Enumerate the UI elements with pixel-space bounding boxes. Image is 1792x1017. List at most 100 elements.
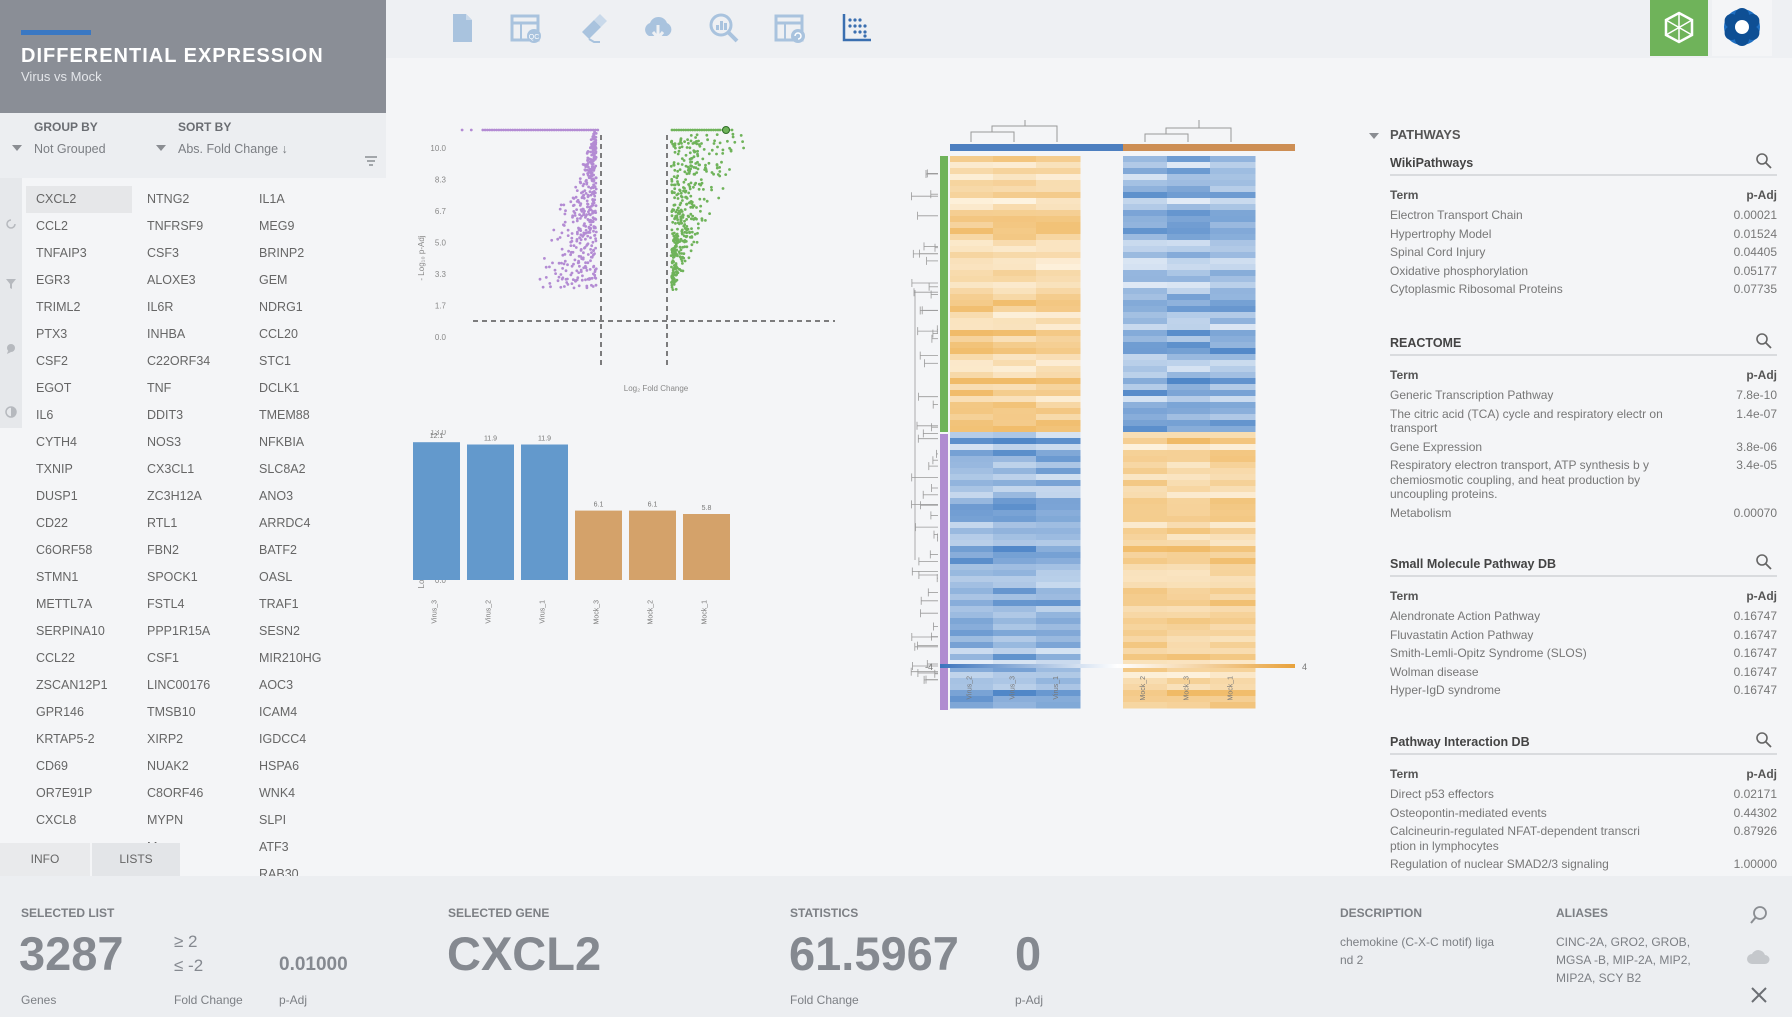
- gene-list-item[interactable]: ZSCAN12P1: [36, 678, 108, 692]
- gene-list-item[interactable]: HSPA6: [259, 759, 300, 773]
- pathway-row[interactable]: The citric acid (TCA) cycle and respirat…: [1390, 405, 1777, 438]
- comment-icon[interactable]: [5, 343, 17, 355]
- gene-list-item[interactable]: DUSP1: [36, 489, 78, 503]
- gene-list-item[interactable]: ZC3H12A: [147, 489, 202, 503]
- gene-list-item[interactable]: SESN2: [259, 624, 300, 638]
- gene-list-item[interactable]: IL6: [36, 408, 54, 422]
- gene-list-item[interactable]: NOS3: [147, 435, 182, 449]
- gene-list-item[interactable]: C8ORF46: [147, 786, 204, 800]
- gene-list-item[interactable]: IGDCC4: [259, 732, 307, 746]
- gene-list-item[interactable]: PTX3: [36, 327, 68, 341]
- pathway-row[interactable]: Hypertrophy Model 0.01524: [1390, 225, 1777, 244]
- gene-list-item[interactable]: SLC8A2: [259, 462, 306, 476]
- refresh-icon[interactable]: [5, 218, 17, 230]
- search-icon[interactable]: [1755, 553, 1773, 571]
- gene-list-item[interactable]: ARRDC4: [259, 516, 311, 530]
- cloud-download-icon[interactable]: [640, 10, 676, 46]
- gene-list-item[interactable]: CCL2: [36, 219, 68, 233]
- gene-list-item[interactable]: RAB30: [259, 867, 299, 876]
- gene-list-item[interactable]: CD22: [36, 516, 68, 530]
- pipette-icon[interactable]: [574, 10, 610, 46]
- filter-icon[interactable]: [5, 278, 17, 290]
- gene-list-item[interactable]: TNFRSF9: [147, 219, 204, 233]
- cube-button[interactable]: [1650, 0, 1708, 56]
- tab-lists[interactable]: LISTS: [92, 843, 180, 876]
- pathway-row[interactable]: Hyper-IgD syndrome 0.16747: [1390, 681, 1777, 700]
- gene-list-item[interactable]: DCLK1: [259, 381, 300, 395]
- gene-list-item[interactable]: TMSB10: [147, 705, 196, 719]
- search-icon[interactable]: [1755, 332, 1773, 350]
- gene-list-item[interactable]: GEM: [259, 273, 288, 287]
- gene-list-item[interactable]: DDIT3: [147, 408, 184, 422]
- gene-list-item[interactable]: C22ORF34: [147, 354, 211, 368]
- heatmap[interactable]: -4 4 Virus_2 Virus_3 Virus_1 Mock_2 Mock_3 Mo…: [905, 120, 1325, 720]
- close-icon[interactable]: [1750, 986, 1768, 1004]
- gene-list-item[interactable]: C6ORF58: [36, 543, 93, 557]
- zoom-chart-icon[interactable]: [706, 10, 742, 46]
- gene-list-item[interactable]: FBN2: [147, 543, 179, 557]
- gene-list-item[interactable]: GPR146: [36, 705, 84, 719]
- gene-list-item[interactable]: NDRG1: [259, 300, 303, 314]
- collapse-chevron-icon[interactable]: [1369, 133, 1379, 139]
- gene-list-item[interactable]: MIR210HG: [259, 651, 322, 665]
- gene-list-item[interactable]: WNK4: [259, 786, 296, 800]
- gene-list-item[interactable]: STMN1: [36, 570, 79, 584]
- gene-list-item[interactable]: CYTH4: [36, 435, 77, 449]
- chevron-down-icon[interactable]: [12, 145, 22, 151]
- logo-button[interactable]: [1712, 0, 1772, 56]
- table-refresh-icon[interactable]: [772, 10, 808, 46]
- pathway-row[interactable]: Oxidative phosphorylation 0.05177: [1390, 262, 1777, 281]
- gene-list-item[interactable]: MEG9: [259, 219, 295, 233]
- gene-list-item[interactable]: ALOXE3: [147, 273, 196, 287]
- gene-list-item[interactable]: ATF3: [259, 840, 289, 854]
- gene-list-item[interactable]: MYPN: [147, 813, 184, 827]
- gene-list-item[interactable]: CCL20: [259, 327, 298, 341]
- table-qc-icon[interactable]: QC: [508, 10, 544, 46]
- gene-list-item[interactable]: TMEM88: [259, 408, 310, 422]
- gene-list-item[interactable]: CCL22: [36, 651, 75, 665]
- pathway-row[interactable]: Generic Transcription Pathway 7.8e-10: [1390, 386, 1777, 405]
- pathway-row[interactable]: Direct p53 effectors 0.02171: [1390, 785, 1777, 804]
- gene-list-item[interactable]: NTNG2: [147, 192, 190, 206]
- pathway-row[interactable]: Electron Transport Chain 0.00021: [1390, 206, 1777, 225]
- pathway-row[interactable]: Regulation of nuclear SMAD2/3 signaling 1…: [1390, 855, 1777, 874]
- gene-list-item[interactable]: CSF2: [36, 354, 68, 368]
- search-icon[interactable]: [1748, 904, 1770, 926]
- pathway-row[interactable]: Gene Expression 3.8e-06: [1390, 438, 1777, 457]
- gene-list-item[interactable]: EGR3: [36, 273, 71, 287]
- gene-list-item[interactable]: CSF1: [147, 651, 179, 665]
- gene-list-item[interactable]: INHBA: [147, 327, 186, 341]
- contrast-icon[interactable]: [5, 406, 17, 418]
- gene-list-item[interactable]: IL6R: [147, 300, 174, 314]
- gene-list-item[interactable]: CXCL2: [26, 186, 132, 213]
- gene-list-item[interactable]: IL1A: [259, 192, 285, 206]
- pathway-row[interactable]: Alendronate Action Pathway 0.16747: [1390, 607, 1777, 626]
- gene-list-item[interactable]: CSF3: [147, 246, 179, 260]
- gene-list-item[interactable]: METTL7A: [36, 597, 93, 611]
- gene-list-item[interactable]: NUAK2: [147, 759, 189, 773]
- gene-list-item[interactable]: ANO3: [259, 489, 294, 503]
- chevron-down-icon[interactable]: [156, 145, 166, 151]
- gene-list-item[interactable]: TNF: [147, 381, 172, 395]
- gene-list-item[interactable]: EGOT: [36, 381, 72, 395]
- gene-list-item[interactable]: SERPINA10: [36, 624, 105, 638]
- gene-list-item[interactable]: TRIML2: [36, 300, 81, 314]
- pathway-row[interactable]: Calcineurin-regulated NFAT-dependent tra…: [1390, 822, 1777, 855]
- gene-list-item[interactable]: ICAM4: [259, 705, 298, 719]
- gene-list-item[interactable]: OASL: [259, 570, 293, 584]
- gene-list-item[interactable]: BRINP2: [259, 246, 305, 260]
- search-icon[interactable]: [1755, 152, 1773, 170]
- gene-list-item[interactable]: RTL1: [147, 516, 178, 530]
- filter-lines-icon[interactable]: [364, 155, 378, 167]
- gene-list-item[interactable]: AOC3: [259, 678, 294, 692]
- gene-list-item[interactable]: TNFAIP3: [36, 246, 87, 260]
- scatter-plot-icon[interactable]: [838, 10, 874, 46]
- gene-list-item[interactable]: BATF2: [259, 543, 297, 557]
- volcano-plot[interactable]: - Log₁₀ p-Adj Log₂ Fold Change 10.0 8.3 6.…: [410, 118, 850, 408]
- gene-list-item[interactable]: TRAF1: [259, 597, 299, 611]
- sort-by-select[interactable]: Abs. Fold Change ↓: [178, 142, 288, 156]
- gene-list-item[interactable]: OR7E91P: [36, 786, 93, 800]
- gene-list-item[interactable]: TXNIP: [36, 462, 73, 476]
- group-by-select[interactable]: Not Grouped: [34, 142, 106, 156]
- tab-info[interactable]: INFO: [0, 843, 90, 876]
